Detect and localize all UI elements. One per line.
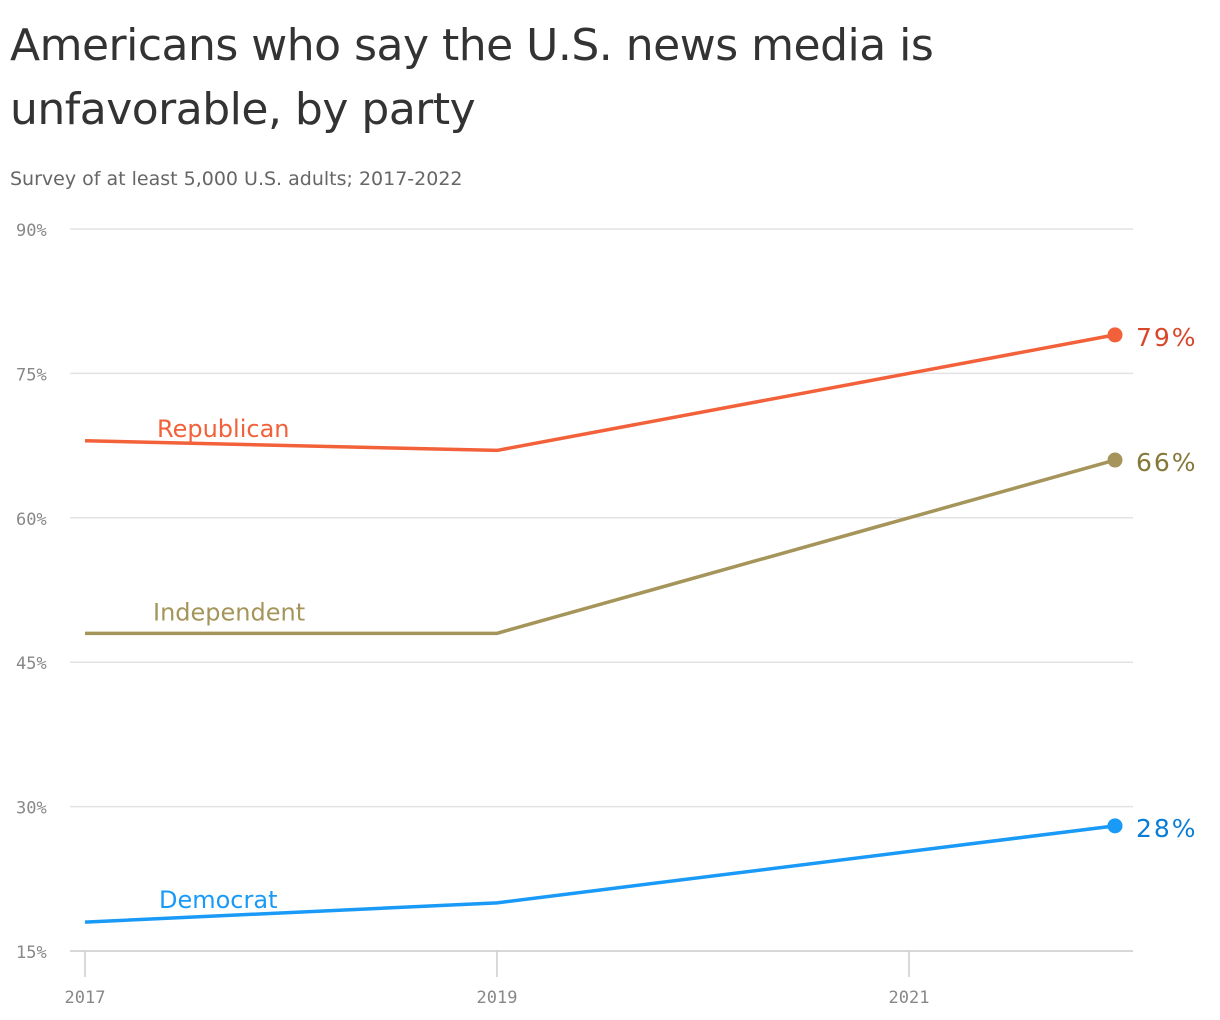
- end-point-democrat: [1107, 818, 1123, 834]
- x-tick-label: 2019: [477, 988, 518, 1008]
- series-label: Democrat: [159, 886, 278, 914]
- x-tick-label: 2021: [889, 988, 930, 1008]
- y-tick-label: 60%: [16, 510, 47, 530]
- end-point-independent: [1107, 452, 1123, 468]
- x-tick-label: 2017: [65, 988, 106, 1008]
- end-value-label: 79%: [1136, 323, 1198, 352]
- chart-subtitle: Survey of at least 5,000 U.S. adults; 20…: [10, 168, 463, 190]
- y-tick-label: 45%: [16, 654, 47, 674]
- end-value-label: 28%: [1136, 814, 1198, 843]
- series-line-independent: [85, 458, 1116, 636]
- y-tick-label: 75%: [16, 365, 47, 385]
- series-line-democrat: [84, 824, 1116, 924]
- y-tick-label: 90%: [16, 221, 47, 241]
- y-tick-label: 15%: [16, 943, 47, 963]
- series-label: Republican: [157, 415, 290, 443]
- series-label: Independent: [153, 598, 305, 626]
- end-value-label: 66%: [1136, 448, 1198, 477]
- y-tick-label: 30%: [16, 799, 47, 819]
- chart-title: Americans who say the U.S. news media is…: [10, 20, 934, 135]
- series-line-republican: [84, 333, 1116, 453]
- end-point-republican: [1107, 327, 1123, 343]
